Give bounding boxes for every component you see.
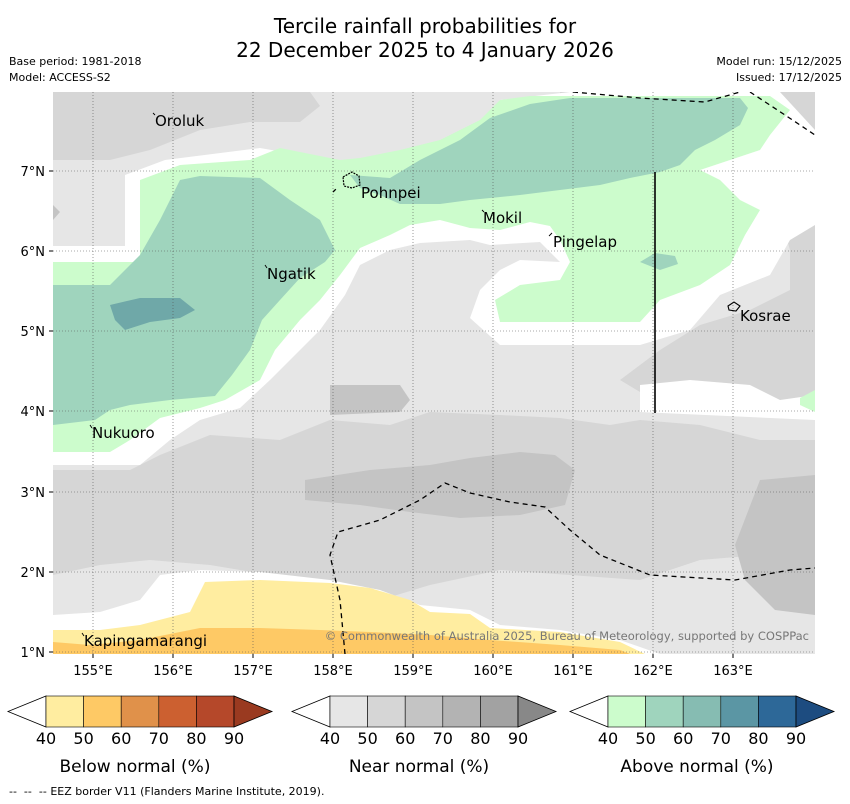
lon-tick-label: 157°E xyxy=(233,664,273,679)
above-colorbar-tick-label: 50 xyxy=(635,729,655,748)
above-normal-50-region xyxy=(53,176,335,425)
below-colorbar-segment xyxy=(45,695,84,728)
below-colorbar-over-arrow xyxy=(233,695,274,728)
above-colorbar-title: Above normal (%) xyxy=(620,757,773,777)
place-label-pingelap: Pingelap xyxy=(553,233,617,251)
issued-label: Issued: 17/12/2025 xyxy=(735,71,842,84)
above-colorbar-tick-label: 90 xyxy=(786,729,806,748)
lat-tick-label: 7°N xyxy=(21,165,46,180)
lat-tick-label: 1°N xyxy=(21,646,46,661)
near-normal-50-region xyxy=(53,92,320,160)
below-colorbar-tick-label: 90 xyxy=(224,729,244,748)
near-colorbar-segment xyxy=(480,695,519,728)
near-normal-60-region xyxy=(735,475,815,615)
place-label-mokil: Mokil xyxy=(483,209,522,227)
above-colorbar-segment xyxy=(758,695,797,728)
place-label-kosrae: Kosrae xyxy=(740,307,791,325)
lon-tick-label: 162°E xyxy=(633,664,673,679)
model-label: Model: ACCESS-S2 xyxy=(9,71,111,84)
white-gap-band xyxy=(640,380,815,420)
eez-dash-glyph: -- -- -- xyxy=(9,785,51,798)
below-colorbar-tick-label: 60 xyxy=(111,729,131,748)
lon-tick-label: 156°E xyxy=(153,664,193,679)
base-period-label: Base period: 1981-2018 xyxy=(9,55,142,68)
above-colorbar-tick-label: 40 xyxy=(598,729,618,748)
above-colorbar-tick-label: 70 xyxy=(711,729,731,748)
near-normal-60-region xyxy=(330,385,410,415)
near-colorbar-segment xyxy=(442,695,481,728)
above-normal-50-region xyxy=(350,98,748,204)
near-colorbar-tick-label: 40 xyxy=(320,729,340,748)
near-normal-colorbar: 40 50 60 70 80 90 Near normal (%) xyxy=(290,695,558,777)
copyright-notice: © Commonwealth of Australia 2025, Bureau… xyxy=(325,629,809,643)
below-normal-colorbar: 40 50 60 70 80 90 Below normal (%) xyxy=(6,695,274,777)
below-colorbar-tick-label: 40 xyxy=(36,729,56,748)
below-colorbar-title: Below normal (%) xyxy=(60,757,211,777)
place-label-oroluk: Oroluk xyxy=(155,112,204,130)
below-colorbar-tick-label: 70 xyxy=(149,729,169,748)
above-normal-50-region xyxy=(640,253,678,270)
map-title-line2: 22 December 2025 to 4 January 2026 xyxy=(236,38,614,62)
map-gridlines xyxy=(53,92,815,654)
below-colorbar-segment xyxy=(158,695,197,728)
near-colorbar-segment xyxy=(329,695,368,728)
near-colorbar-tick-label: 60 xyxy=(395,729,415,748)
lon-tick-label: 159°E xyxy=(393,664,433,679)
axis-ticks xyxy=(49,170,734,658)
lat-tick-label: 4°N xyxy=(21,405,46,420)
above-normal-60-region xyxy=(110,298,195,330)
near-colorbar-segment xyxy=(367,695,406,728)
near-colorbar-title: Near normal (%) xyxy=(349,757,489,777)
lat-tick-label: 5°N xyxy=(21,325,46,340)
eez-border xyxy=(329,92,815,654)
above-colorbar-segment xyxy=(607,695,646,728)
above-normal-40-region xyxy=(800,390,815,412)
place-label-nukuoro: Nukuoro xyxy=(92,424,155,442)
near-colorbar-segment xyxy=(404,695,444,728)
lon-tick-label: 161°E xyxy=(553,664,593,679)
kosrae-island xyxy=(727,301,741,312)
near-colorbar-tick-label: 80 xyxy=(470,729,490,748)
near-colorbar-tick-label: 90 xyxy=(508,729,528,748)
above-colorbar-under-arrow xyxy=(568,695,609,728)
near-colorbar-over-arrow xyxy=(517,695,558,728)
above-colorbar-segment xyxy=(682,695,722,728)
lat-tick-label: 6°N xyxy=(21,245,46,260)
below-colorbar-tick-label: 80 xyxy=(186,729,206,748)
above-colorbar-tick-label: 60 xyxy=(673,729,693,748)
near-colorbar-tick-label: 70 xyxy=(433,729,453,748)
above-colorbar-over-arrow xyxy=(795,695,836,728)
near-colorbar-tick-label: 50 xyxy=(357,729,377,748)
lon-tick-label: 158°E xyxy=(313,664,353,679)
model-run-label: Model run: 15/12/2025 xyxy=(716,55,842,68)
above-colorbar-tick-label: 80 xyxy=(748,729,768,748)
above-colorbar-segment xyxy=(645,695,684,728)
below-colorbar-segment xyxy=(83,695,122,728)
below-colorbar-under-arrow xyxy=(6,695,47,728)
below-colorbar-segment xyxy=(120,695,160,728)
near-colorbar-under-arrow xyxy=(290,695,331,728)
lat-tick-label: 2°N xyxy=(21,566,46,581)
below-normal-50-region xyxy=(53,628,630,654)
place-label-kapingamarangi: Kapingamarangi xyxy=(84,632,207,650)
near-normal-50-region xyxy=(620,92,815,412)
lon-tick-label: 155°E xyxy=(73,664,113,679)
eez-legend-text: EEZ border V11 (Flanders Marine Institut… xyxy=(50,785,325,798)
near-normal-60-region xyxy=(53,205,60,220)
lon-tick-label: 163°E xyxy=(713,664,753,679)
lon-tick-label: 160°E xyxy=(473,664,513,679)
lat-tick-label: 3°N xyxy=(21,486,46,501)
below-colorbar-segment xyxy=(196,695,235,728)
place-label-ngatik: Ngatik xyxy=(267,265,316,283)
map-title-line1: Tercile rainfall probabilities for xyxy=(273,14,577,38)
above-colorbar-segment xyxy=(720,695,759,728)
map-panel: Oroluk Pohnpei Mokil Pingelap Ngatik Kos… xyxy=(53,92,815,654)
atoll-markers xyxy=(81,112,553,637)
below-colorbar-tick-label: 50 xyxy=(73,729,93,748)
above-normal-colorbar: 40 50 60 70 80 90 Above normal (%) xyxy=(568,695,836,777)
place-label-pohnpei: Pohnpei xyxy=(361,184,421,202)
pohnpei-island xyxy=(342,171,361,189)
footer-legend: -- -- -- EEZ border V11 (Flanders Marine… xyxy=(9,785,324,798)
